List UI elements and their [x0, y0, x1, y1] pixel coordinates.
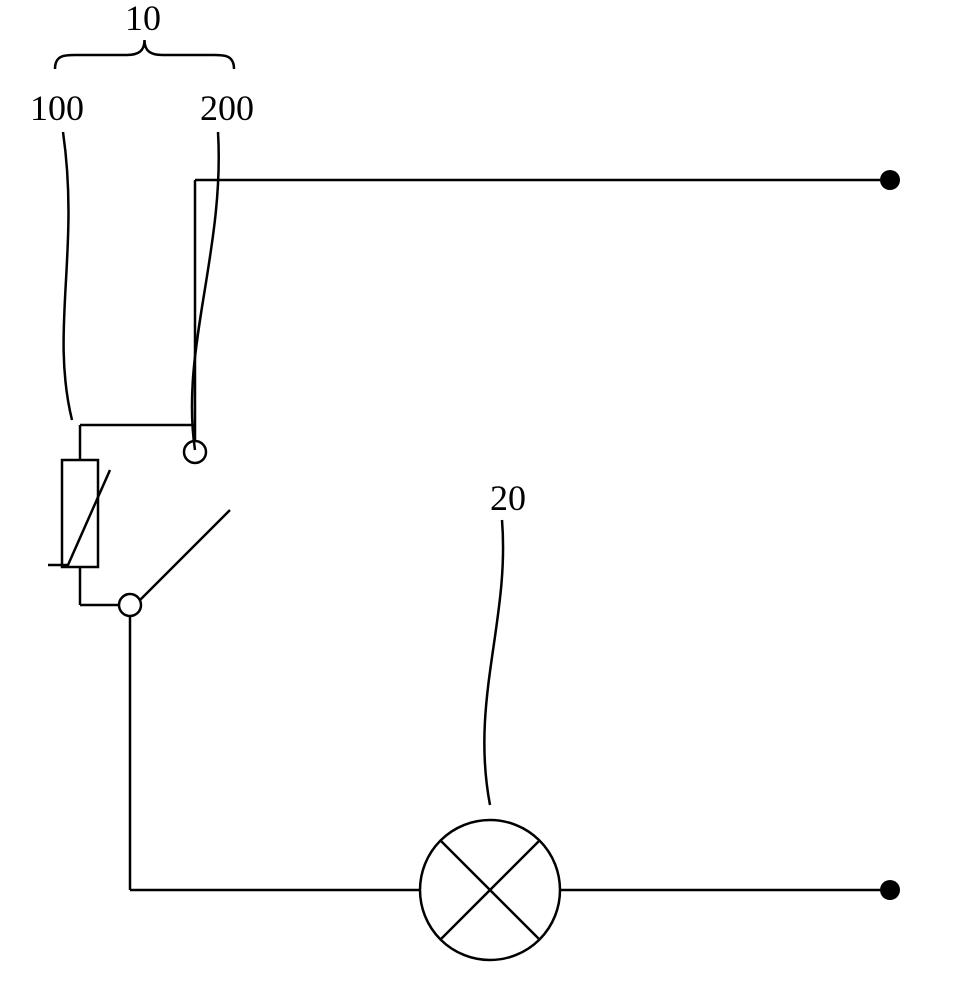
switch-arm	[140, 510, 230, 600]
terminal-bottom	[880, 880, 900, 900]
label-20: 20	[490, 478, 526, 518]
label-10: 10	[125, 0, 161, 38]
circuit-diagram: 10 100 200 20	[0, 0, 959, 1000]
leader-lamp_ref	[484, 520, 503, 805]
terminal-top	[880, 170, 900, 190]
thermistor-body	[62, 460, 98, 567]
thermistor-slash	[48, 470, 110, 565]
label-200: 200	[200, 88, 254, 128]
switch-contact-bottom	[119, 594, 141, 616]
brace-10	[55, 40, 234, 69]
leader-left_ref	[63, 132, 72, 420]
label-100: 100	[30, 88, 84, 128]
